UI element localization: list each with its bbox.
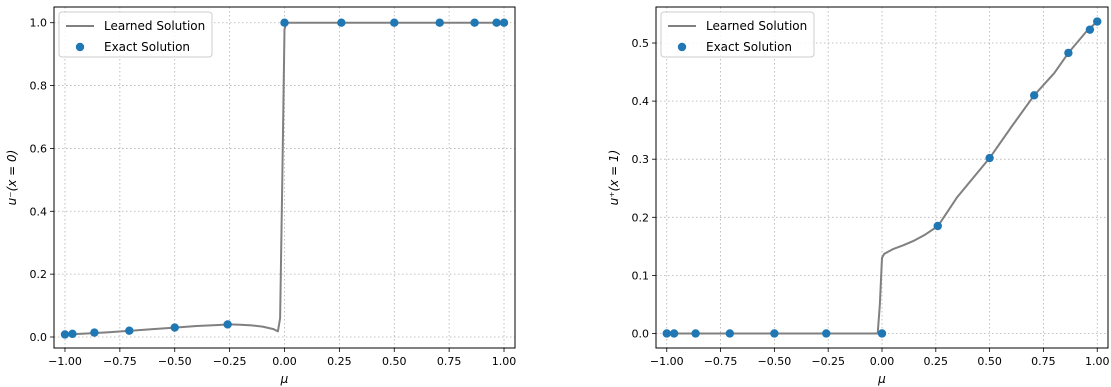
left-x-tick-label: 0.25	[327, 355, 352, 368]
right-exact-solution-point	[1093, 17, 1101, 25]
left-exact-solution-point	[436, 19, 444, 27]
left-exact-solution-point	[223, 320, 231, 328]
left-exact-solution-point	[492, 19, 500, 27]
right-x-tick-label: −1.00	[650, 355, 684, 368]
left-exact-solution-point	[470, 19, 478, 27]
right-exact-solution-point	[1086, 25, 1094, 33]
left-legend-entry-label: Exact Solution	[104, 40, 190, 54]
right-y-tick-label: 0.5	[632, 37, 650, 50]
left-x-tick-label: 1.00	[492, 355, 517, 368]
left-x-tick-label: 0.50	[382, 355, 407, 368]
right-axes-frame	[656, 7, 1108, 348]
right-exact-solution-point	[878, 329, 886, 337]
right-exact-solution-point	[770, 329, 778, 337]
left-exact-solution-point	[390, 19, 398, 27]
left-y-tick-label: 0.4	[30, 205, 48, 218]
left-y-tick-label: 0.0	[30, 331, 48, 344]
left-x-tick-label: −0.50	[158, 355, 192, 368]
right-legend-entry-label: Learned Solution	[706, 19, 807, 33]
right-exact-solution-point	[663, 329, 671, 337]
right-exact-solution-point	[670, 329, 678, 337]
right-exact-solution-point	[985, 154, 993, 162]
right-x-axis-label: μ	[877, 372, 886, 386]
right-x-tick-label: 0.25	[924, 355, 949, 368]
right-x-tick-label: 0.00	[870, 355, 895, 368]
right-x-tick-label: −0.25	[811, 355, 845, 368]
right-exact-solution-point	[1030, 91, 1038, 99]
left-exact-solution-point	[280, 19, 288, 27]
right-y-tick-label: 0.1	[632, 269, 650, 282]
left-x-tick-label: −0.25	[213, 355, 247, 368]
right-exact-solution-point	[934, 222, 942, 230]
right-legend-point-swatch	[678, 43, 686, 51]
right-exact-solution-point	[726, 329, 734, 337]
left-exact-solution-point	[500, 19, 508, 27]
left-y-tick-label: 1.0	[30, 17, 48, 30]
right-y-tick-label: 0.0	[632, 327, 650, 340]
left-y-axis-label: u⁻(x = 0)	[5, 150, 19, 206]
right-exact-solution-point	[691, 329, 699, 337]
right-x-tick-label: −0.50	[758, 355, 792, 368]
left-exact-solution-point	[68, 330, 76, 338]
right-x-tick-label: 1.00	[1085, 355, 1110, 368]
right-exact-solution-point	[1064, 49, 1072, 57]
left-exact-solution-point	[125, 327, 133, 335]
left-exact-solution-point	[171, 323, 179, 331]
left-exact-solution-point	[337, 19, 345, 27]
right-y-axis-label: u⁺(x = 1)	[607, 150, 621, 206]
left-x-tick-label: 0.00	[272, 355, 297, 368]
right-y-tick-label: 0.2	[632, 211, 650, 224]
left-y-tick-label: 0.8	[30, 80, 48, 93]
left-x-tick-label: 0.75	[437, 355, 462, 368]
right-legend-entry-label: Exact Solution	[706, 40, 792, 54]
left-y-tick-label: 0.2	[30, 268, 48, 281]
right-exact-solution-point	[822, 329, 830, 337]
right-x-tick-label: −0.75	[704, 355, 738, 368]
left-x-axis-label: μ	[280, 372, 289, 386]
left-x-tick-label: −0.75	[103, 355, 137, 368]
left-legend-point-swatch	[76, 43, 84, 51]
left-x-tick-label: −1.00	[48, 355, 82, 368]
left-legend-entry-label: Learned Solution	[104, 19, 205, 33]
right-x-tick-label: 0.50	[977, 355, 1002, 368]
right-y-tick-label: 0.3	[632, 153, 650, 166]
right-chart-panel: −1.00 −0.75 −0.50 −0.25 0.00 0.25 0.50 0.75 1.00…	[607, 7, 1109, 386]
left-exact-solution-point	[90, 328, 98, 336]
left-chart-panel: −1.00 −0.75 −0.50 −0.25 0.00 0.25 0.50 0.75 1.00…	[5, 7, 516, 386]
left-exact-solution-point	[61, 330, 69, 338]
left-y-tick-label: 0.6	[30, 142, 48, 155]
right-x-tick-label: 0.75	[1031, 355, 1056, 368]
right-y-tick-label: 0.4	[632, 95, 650, 108]
